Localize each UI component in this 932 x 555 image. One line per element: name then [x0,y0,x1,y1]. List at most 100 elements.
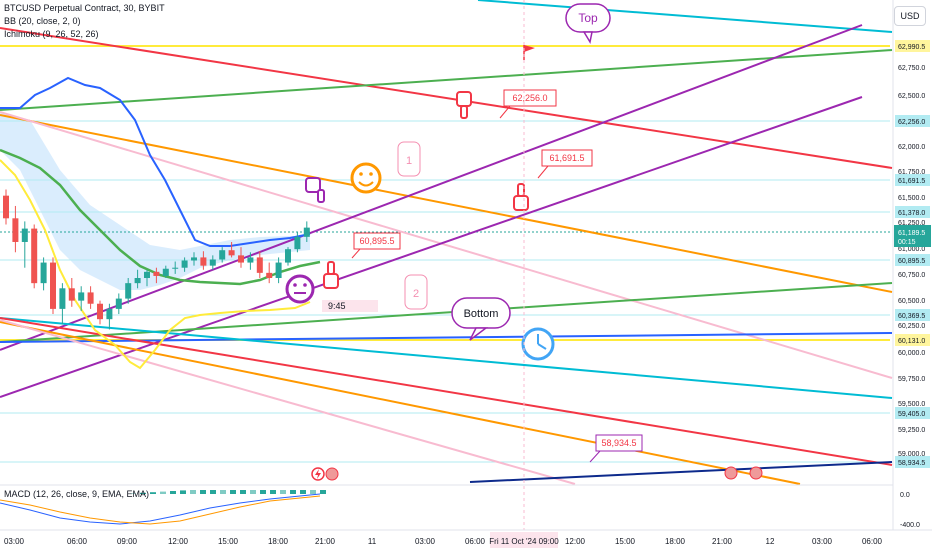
price-level-tag-bg [895,309,930,321]
candle-body [144,271,150,279]
current-price-text: 61,189.5 [898,230,925,237]
label-one[interactable]: 1 [397,141,421,177]
callout-61691[interactable]: 61,691.5 [537,149,593,179]
time-tick-label: 21:00 [315,537,336,546]
macd-pane [0,484,893,525]
symbol-title[interactable]: BTCUSD Perpetual Contract, 30, BYBIT [4,3,165,13]
macd-histogram-bar [180,490,186,494]
us-flag-icon[interactable] [325,467,339,481]
candle-body [12,218,19,242]
lightning-glyph [315,469,321,479]
price-level-tag-bg [895,40,930,52]
price-tick-label: 62,500.0 [898,93,925,100]
candle [144,269,150,287]
candle-body [247,257,254,263]
time-axis[interactable]: Fri 11 Oct '24 09:00 03:00 06:00 09:00 12:0… [0,529,932,550]
trendline-navy [469,461,893,483]
time-tick-label: 15:00 [615,537,636,546]
label-one-text: 1 [406,155,412,167]
macd-histogram-bar [220,490,226,494]
hand-finger [327,261,335,275]
us-flag-icon[interactable] [749,466,763,480]
trendline-purple-upper [0,24,863,351]
candle [181,257,188,272]
hand-pointer-down-icon [456,91,472,119]
price-level-tag-bg [895,254,930,266]
callout-62256[interactable]: 62,256.0 [499,89,557,119]
us-flag-icon[interactable] [724,466,738,480]
callout-58934[interactable]: 58,934.5 [589,434,643,463]
price-axis[interactable]: 62,750.0 62,500.0 62,000.0 61,750.0 61,500.0… [892,0,932,550]
label-two[interactable]: 2 [404,274,428,310]
price-tick-label: 61,500.0 [898,195,925,202]
candle-body [31,228,38,284]
time-tick-label: 09:00 [117,537,138,546]
time-tick-label: 21:00 [712,537,733,546]
macd-histogram-bar [130,493,136,494]
price-level-tag: 60,131.0 [895,334,930,346]
candle [50,257,56,315]
smiley-face [285,274,315,304]
price-level-tag: 59,405.0 [895,407,930,419]
hand-finger [517,183,525,197]
hand-palm [513,195,529,211]
macd-histogram-bar [270,490,276,494]
callout-60895[interactable]: 60,895.5 [351,232,401,259]
countdown-box: 9:45 [322,300,378,312]
macd-indicator-label[interactable]: MACD (12, 26, close, 9, EMA, EMA) [4,489,150,499]
macd-histogram-bar [230,490,236,494]
price-level-tag-text: 60,369.5 [898,313,925,320]
indicator-ichimoku-label[interactable]: Ichimoku (9, 26, 52, 26) [4,29,99,39]
candle [40,257,47,291]
candle [191,252,197,266]
macd-histogram-bar [300,490,306,494]
price-tick-label: 59,750.0 [898,376,925,383]
candle-body [294,236,301,250]
bottom-label-bubble[interactable]: Bottom [451,297,511,341]
smiley-eye [293,283,297,287]
smiley-eye [303,283,307,287]
macd-histogram-bar [140,492,146,494]
indicator-bb-label[interactable]: BB (20, close, 2, 0) [4,16,81,26]
candles [3,189,310,330]
candle [106,303,113,330]
candle [247,252,254,270]
candle-body [275,262,282,279]
price-level-tag-bg [895,456,930,468]
callout-pointer [351,248,361,259]
price-tick-label: 61,000.0 [898,246,925,253]
price-tick-label: 60,250.0 [898,323,925,330]
macd-histogram-bar [160,491,166,494]
candle [115,293,122,315]
smiley-face [350,162,382,194]
candle-body [303,227,310,237]
price-level-tag-text: 62,990.5 [898,44,925,51]
top-label-bubble[interactable]: Top [565,3,611,45]
candle [275,257,282,284]
candle [266,262,273,284]
currency-button[interactable]: USD [894,6,926,26]
callout-pointer [537,165,549,179]
callout-pointer [499,105,511,119]
time-tick-label: 12:00 [168,537,189,546]
price-level-tag: 58,934.5 [895,456,930,468]
time-tick-label: 11 [368,537,377,546]
time-tick-label: 03:00 [812,537,833,546]
candle [228,241,235,258]
price-level-tag: 61,691.5 [895,174,930,186]
event-icons[interactable] [311,466,763,481]
candle-body [238,255,244,263]
candle-body [3,195,9,219]
macd-histogram-bar [200,490,206,494]
callout-box [595,434,643,452]
top-bubble-tail [582,31,593,45]
clock-hand [537,343,547,350]
candle [303,221,310,242]
trendline-cyan-lower [0,317,893,399]
macd-tick-label: 0.0 [900,492,910,499]
candle [294,231,301,253]
price-tick-label: 60,000.0 [898,350,925,357]
candle-body [78,292,85,301]
